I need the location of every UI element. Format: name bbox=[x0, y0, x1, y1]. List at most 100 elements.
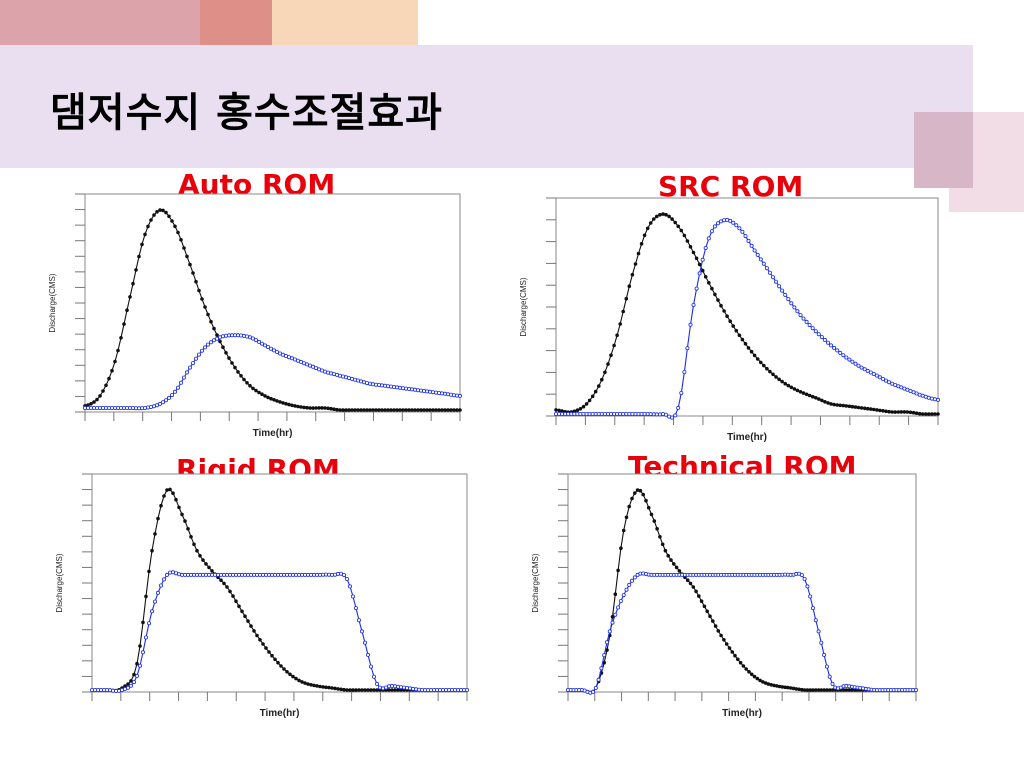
y-axis-label: Discharge(CMS) bbox=[519, 277, 528, 336]
series-1-point bbox=[257, 390, 261, 395]
series-2-point bbox=[715, 221, 720, 226]
series-2-point bbox=[871, 371, 876, 376]
series-2-point bbox=[838, 350, 843, 355]
series-2-point bbox=[783, 292, 788, 297]
series-1-point bbox=[630, 272, 635, 277]
series-2-point bbox=[605, 640, 610, 645]
series-2-point bbox=[184, 370, 189, 375]
series-2-point bbox=[758, 257, 763, 262]
series-2-point bbox=[844, 355, 849, 360]
series-1-point bbox=[791, 686, 796, 691]
series-1-point bbox=[269, 396, 273, 401]
series-2-point bbox=[178, 380, 183, 385]
series-1-point bbox=[825, 688, 829, 692]
series-1-point bbox=[290, 403, 294, 408]
series-2-point bbox=[780, 288, 785, 293]
series-1-point bbox=[593, 389, 598, 394]
series-1-point bbox=[110, 368, 114, 373]
series-1-point bbox=[347, 408, 351, 412]
series-1-point bbox=[578, 407, 583, 411]
series-2-point bbox=[830, 681, 835, 686]
series-1-point bbox=[829, 402, 833, 406]
series-1-point bbox=[802, 688, 807, 692]
series-2-point bbox=[685, 346, 690, 351]
series-2-point bbox=[170, 393, 175, 398]
series-1-point bbox=[182, 246, 186, 250]
series-1-point bbox=[351, 688, 355, 692]
series-2-point bbox=[158, 401, 163, 406]
series-1-point bbox=[597, 384, 601, 388]
series-1-point bbox=[140, 242, 144, 247]
series-1-point bbox=[428, 408, 432, 412]
series-2-point bbox=[856, 363, 861, 368]
series-1-point bbox=[272, 398, 276, 402]
series-1-point bbox=[371, 408, 375, 412]
series-1-point bbox=[772, 683, 776, 688]
series-1-point bbox=[258, 638, 262, 642]
series-1-point bbox=[794, 687, 799, 691]
series-1-point bbox=[308, 406, 312, 410]
series-1-point bbox=[905, 410, 910, 414]
series-2-point bbox=[883, 378, 888, 383]
series-1-point bbox=[688, 581, 693, 586]
series-1-point bbox=[638, 488, 643, 493]
series-1-point bbox=[171, 491, 175, 496]
series-1-point bbox=[616, 568, 620, 573]
series-1-point bbox=[323, 406, 327, 410]
series-1-point bbox=[167, 214, 171, 219]
series-2-point bbox=[172, 389, 177, 394]
series-1-point bbox=[713, 624, 718, 628]
x-axis-label: Time(hr) bbox=[260, 708, 300, 719]
series-1-point bbox=[318, 684, 322, 689]
series-2-point bbox=[822, 652, 827, 657]
series-1-point bbox=[759, 360, 763, 365]
series-1-point bbox=[658, 212, 662, 217]
series-2-point bbox=[350, 594, 355, 599]
series-2-point bbox=[824, 664, 829, 669]
series-1-point bbox=[766, 682, 771, 686]
series-1-point bbox=[305, 405, 309, 410]
series-1-point bbox=[194, 279, 198, 284]
series-1-point bbox=[419, 408, 423, 412]
series-2-point bbox=[663, 412, 668, 417]
series-2-point bbox=[181, 375, 186, 380]
series-1-point bbox=[850, 404, 855, 409]
series-1-point bbox=[713, 292, 717, 297]
series-2-point bbox=[749, 243, 754, 248]
series-2-point bbox=[827, 674, 832, 679]
series-1-point bbox=[201, 558, 205, 562]
series-1-point bbox=[281, 401, 285, 405]
series-2-point bbox=[805, 584, 810, 589]
series-1-point bbox=[332, 407, 336, 412]
series-1-point bbox=[372, 688, 376, 692]
series-1-point bbox=[344, 408, 348, 412]
series-2-point bbox=[847, 357, 852, 362]
series-1-point bbox=[206, 312, 210, 317]
series-1-point bbox=[609, 353, 613, 358]
series-1-point bbox=[896, 410, 901, 414]
series-1-point bbox=[224, 351, 228, 355]
series-1-point bbox=[434, 408, 438, 412]
series-2-point bbox=[832, 345, 837, 350]
series-1-point bbox=[813, 688, 818, 692]
series-1-point bbox=[227, 356, 231, 360]
series-1-point bbox=[197, 288, 201, 293]
series-1-point bbox=[798, 390, 803, 394]
series-1-point bbox=[291, 674, 295, 679]
series-1-point bbox=[363, 688, 367, 692]
series-2-point bbox=[616, 605, 621, 610]
series-1-point bbox=[165, 488, 169, 492]
series-1-point bbox=[440, 408, 444, 412]
series-1-point bbox=[786, 685, 790, 690]
series-2-point bbox=[630, 578, 635, 583]
series-2-point bbox=[259, 341, 264, 346]
series-1-point bbox=[813, 396, 818, 400]
series-1-point bbox=[826, 401, 830, 405]
series-1-point bbox=[557, 408, 561, 413]
series-1-point bbox=[697, 594, 701, 598]
series-2-point bbox=[841, 353, 846, 358]
series-1-point bbox=[254, 388, 258, 393]
series-1-point bbox=[702, 604, 707, 609]
series-1-point bbox=[691, 585, 696, 589]
series-1-point bbox=[832, 402, 836, 407]
